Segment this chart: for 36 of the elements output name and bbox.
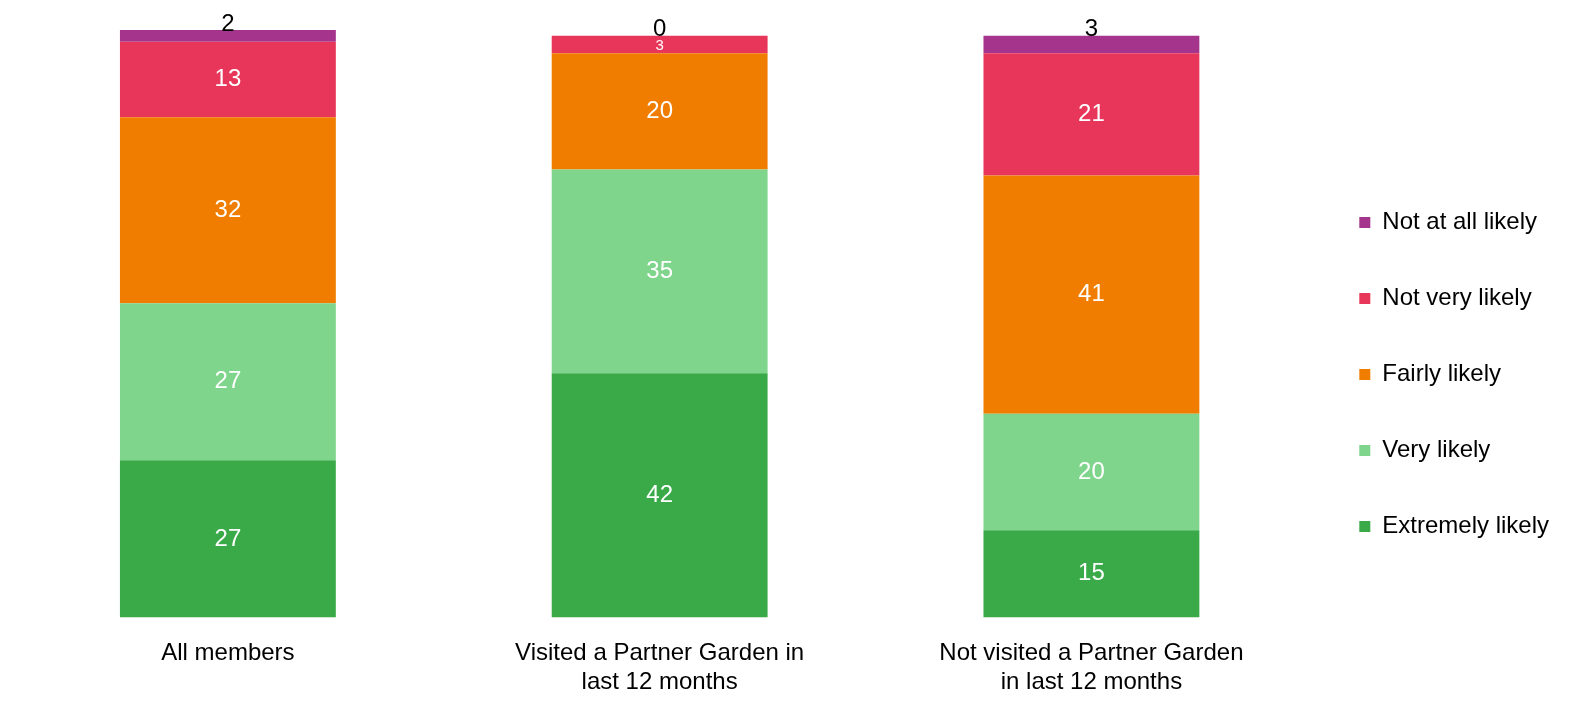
bar	[119, 117, 336, 304]
bar	[119, 30, 336, 42]
x-tick-label: Not visited a Partner Garden in last 12 months	[939, 638, 1244, 695]
legend-label: Extremely likely	[1382, 511, 1549, 539]
data-label: 13	[214, 64, 242, 92]
data-label: 35	[646, 255, 673, 283]
legend-label: Very likely	[1382, 435, 1491, 463]
data-label: 42	[646, 479, 673, 507]
data-label: 21	[1078, 98, 1105, 126]
data-label: 20	[646, 96, 673, 124]
bar	[983, 35, 1200, 54]
bar	[983, 175, 1200, 414]
data-label: 27	[214, 366, 242, 394]
data-label: 20	[1078, 456, 1105, 484]
bar	[983, 530, 1200, 618]
bar	[551, 169, 768, 374]
data-label: 32	[214, 194, 242, 222]
data-label: 15	[1078, 558, 1105, 586]
data-label: 3	[1084, 14, 1099, 42]
data-label: 3	[655, 35, 664, 53]
legend-label: Not at all likely	[1382, 207, 1538, 235]
bar	[551, 35, 768, 54]
x-tick-label: All members	[161, 638, 295, 666]
legend-label: Not very likely	[1382, 283, 1532, 311]
data-label: 2	[221, 8, 235, 36]
bar	[119, 41, 336, 118]
x-tick-label: Visited a Partner Garden in last 12 months	[515, 638, 805, 695]
bar	[551, 53, 768, 170]
data-label: 27	[214, 523, 242, 551]
bar	[119, 460, 336, 618]
legend-label: Fairly likely	[1382, 359, 1501, 387]
bar	[983, 413, 1200, 531]
bar	[119, 303, 336, 461]
bar	[551, 373, 768, 618]
bar	[983, 53, 1200, 176]
data-label: 41	[1078, 279, 1105, 307]
